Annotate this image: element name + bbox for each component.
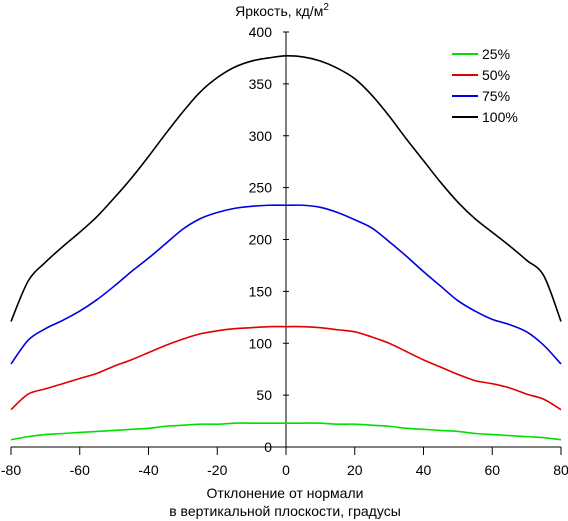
series-line-25pct: [10, 422, 562, 441]
x-tick-label: -40: [138, 462, 158, 478]
x-tick-label: 20: [347, 462, 363, 478]
x-tick-label: 60: [484, 462, 500, 478]
x-tick-label: 0: [282, 462, 290, 478]
y-tick-label: 300: [249, 128, 273, 144]
legend: 25% 50% 75% 100%: [452, 46, 518, 125]
series-line-50pct: [10, 325, 562, 411]
legend-label: 25%: [482, 46, 510, 62]
series-lines: [10, 55, 562, 441]
y-tick-label: 400: [249, 24, 273, 40]
series-line-100pct: [10, 55, 562, 322]
x-tick-label: 40: [416, 462, 432, 478]
x-tick-label: -80: [1, 462, 21, 478]
x-tick-label: -20: [207, 462, 227, 478]
series-line-75pct: [10, 204, 562, 365]
y-tick-label: 50: [256, 387, 272, 403]
chart-title-superscript: 2: [323, 2, 329, 13]
y-tick-label: 350: [249, 76, 273, 92]
legend-label: 75%: [482, 88, 510, 104]
chart-title-text: Яркость, кд/м: [235, 3, 323, 19]
y-tick-label: 250: [249, 180, 273, 196]
x-tick-label: 80: [553, 462, 568, 478]
legend-label: 50%: [482, 67, 510, 83]
x-axis: -80 -60 -40 -20 0 20 40 60 80: [1, 446, 568, 478]
x-axis-title-line2: в вертикальной плоскости, градусы: [169, 503, 401, 519]
y-tick-label: 150: [249, 283, 273, 299]
legend-label: 100%: [482, 109, 518, 125]
y-tick-label: 100: [249, 335, 273, 351]
x-tick-label: -60: [70, 462, 90, 478]
x-axis-title-line1: Отклонение от нормали: [207, 485, 364, 501]
chart-title: Яркость, кд/м2: [235, 2, 329, 19]
plot-area: 0 50 100 150 200 250 300 350 400 -80 -60 -40 -20 0 20…: [1, 24, 568, 478]
y-tick-label: 200: [249, 232, 273, 248]
